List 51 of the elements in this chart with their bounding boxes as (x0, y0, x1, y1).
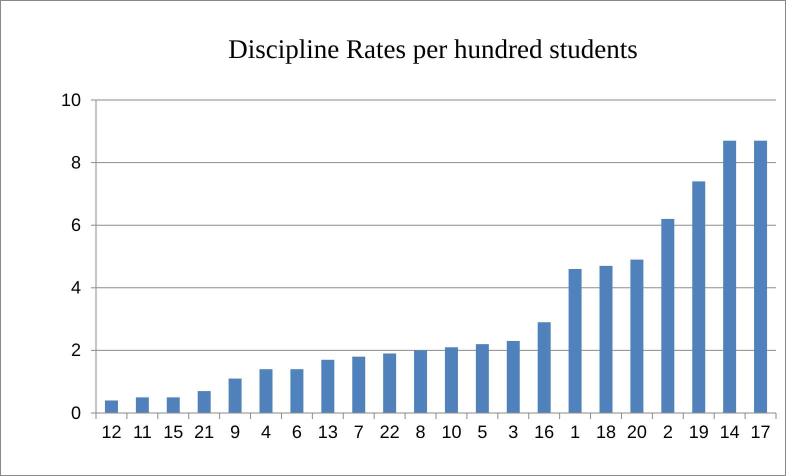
y-tick-label: 6 (70, 214, 81, 235)
bar (136, 397, 149, 413)
bar (754, 140, 768, 413)
bar (198, 391, 211, 413)
bar (444, 347, 458, 413)
x-tick-label: 12 (101, 422, 122, 442)
bar (692, 181, 706, 413)
x-tick-label: 13 (318, 422, 338, 442)
bar (166, 397, 180, 413)
x-tick-label: 9 (230, 422, 240, 442)
x-tick-label: 15 (163, 422, 184, 442)
bar (414, 350, 428, 413)
bar (723, 140, 736, 413)
x-tick-label: 6 (292, 422, 302, 442)
bar (538, 322, 551, 413)
x-tick-label: 11 (133, 422, 152, 442)
x-tick-label: 19 (688, 422, 709, 442)
x-tick-label: 8 (416, 422, 426, 442)
bar (321, 360, 334, 413)
x-tick-label: 17 (750, 422, 771, 442)
x-tick-label: 20 (626, 422, 647, 442)
x-tick-label: 4 (260, 422, 272, 442)
bar (506, 341, 520, 413)
x-tick-label: 1 (570, 422, 580, 442)
x-tick-label: 22 (380, 422, 400, 442)
chart-title: Discipline Rates per hundred students (228, 34, 638, 64)
bar (568, 269, 582, 413)
bar (352, 356, 366, 413)
x-tick-label: 10 (441, 422, 462, 442)
bar (476, 344, 489, 413)
bar (383, 354, 396, 413)
bar (600, 266, 612, 413)
bar (290, 369, 304, 413)
x-tick-label: 21 (194, 422, 214, 442)
x-tick-label: 18 (596, 422, 616, 442)
x-tick-label: 3 (508, 422, 518, 442)
x-tick-label: 7 (354, 422, 364, 442)
y-tick-label: 2 (70, 340, 81, 360)
bar (228, 378, 242, 413)
x-tick-label: 2 (662, 422, 673, 442)
y-tick-label: 8 (70, 152, 81, 172)
y-tick-label: 4 (70, 278, 81, 298)
x-tick-label: 16 (534, 422, 554, 442)
x-tick-label: 14 (720, 422, 740, 442)
x-tick-label: 5 (477, 422, 488, 442)
y-tick-label: 10 (60, 90, 81, 110)
bar (104, 400, 118, 413)
bar (630, 260, 644, 413)
bar (661, 218, 674, 413)
bar (260, 369, 272, 413)
y-tick-label: 0 (70, 402, 81, 423)
